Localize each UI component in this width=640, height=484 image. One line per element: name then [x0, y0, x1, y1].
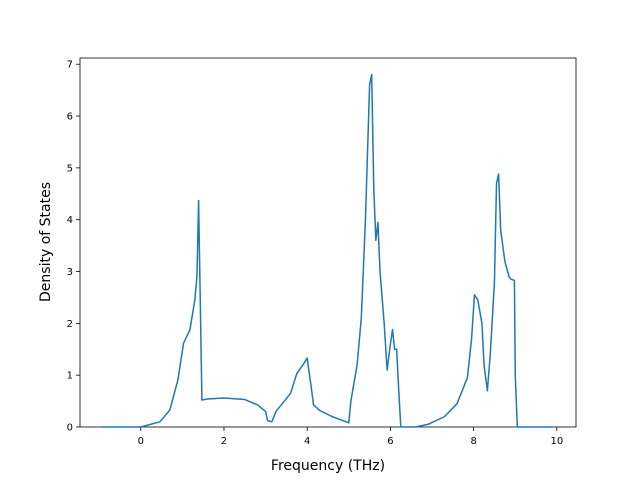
y-tick-label: 2	[67, 319, 73, 330]
dos-line	[101, 73, 554, 428]
y-axis-label: Density of States	[38, 182, 54, 302]
plot-frame	[79, 57, 577, 428]
x-tick-label: 0	[138, 436, 144, 447]
y-tick-label: 1	[67, 371, 73, 382]
x-axis-label: Frequency (THz)	[271, 458, 385, 474]
y-tick-label: 7	[67, 60, 73, 71]
y-tick-label: 0	[67, 423, 73, 434]
y-tick-label: 6	[67, 112, 73, 123]
x-tick-label: 8	[470, 436, 476, 447]
x-tick-label: 2	[221, 436, 227, 447]
y-tick-label: 3	[67, 267, 73, 278]
x-tick-label: 4	[304, 436, 310, 447]
x-tick-label: 6	[387, 436, 393, 447]
y-tick-label: 4	[67, 215, 73, 226]
y-tick-label: 5	[67, 163, 73, 174]
x-tick-label: 10	[550, 436, 563, 447]
